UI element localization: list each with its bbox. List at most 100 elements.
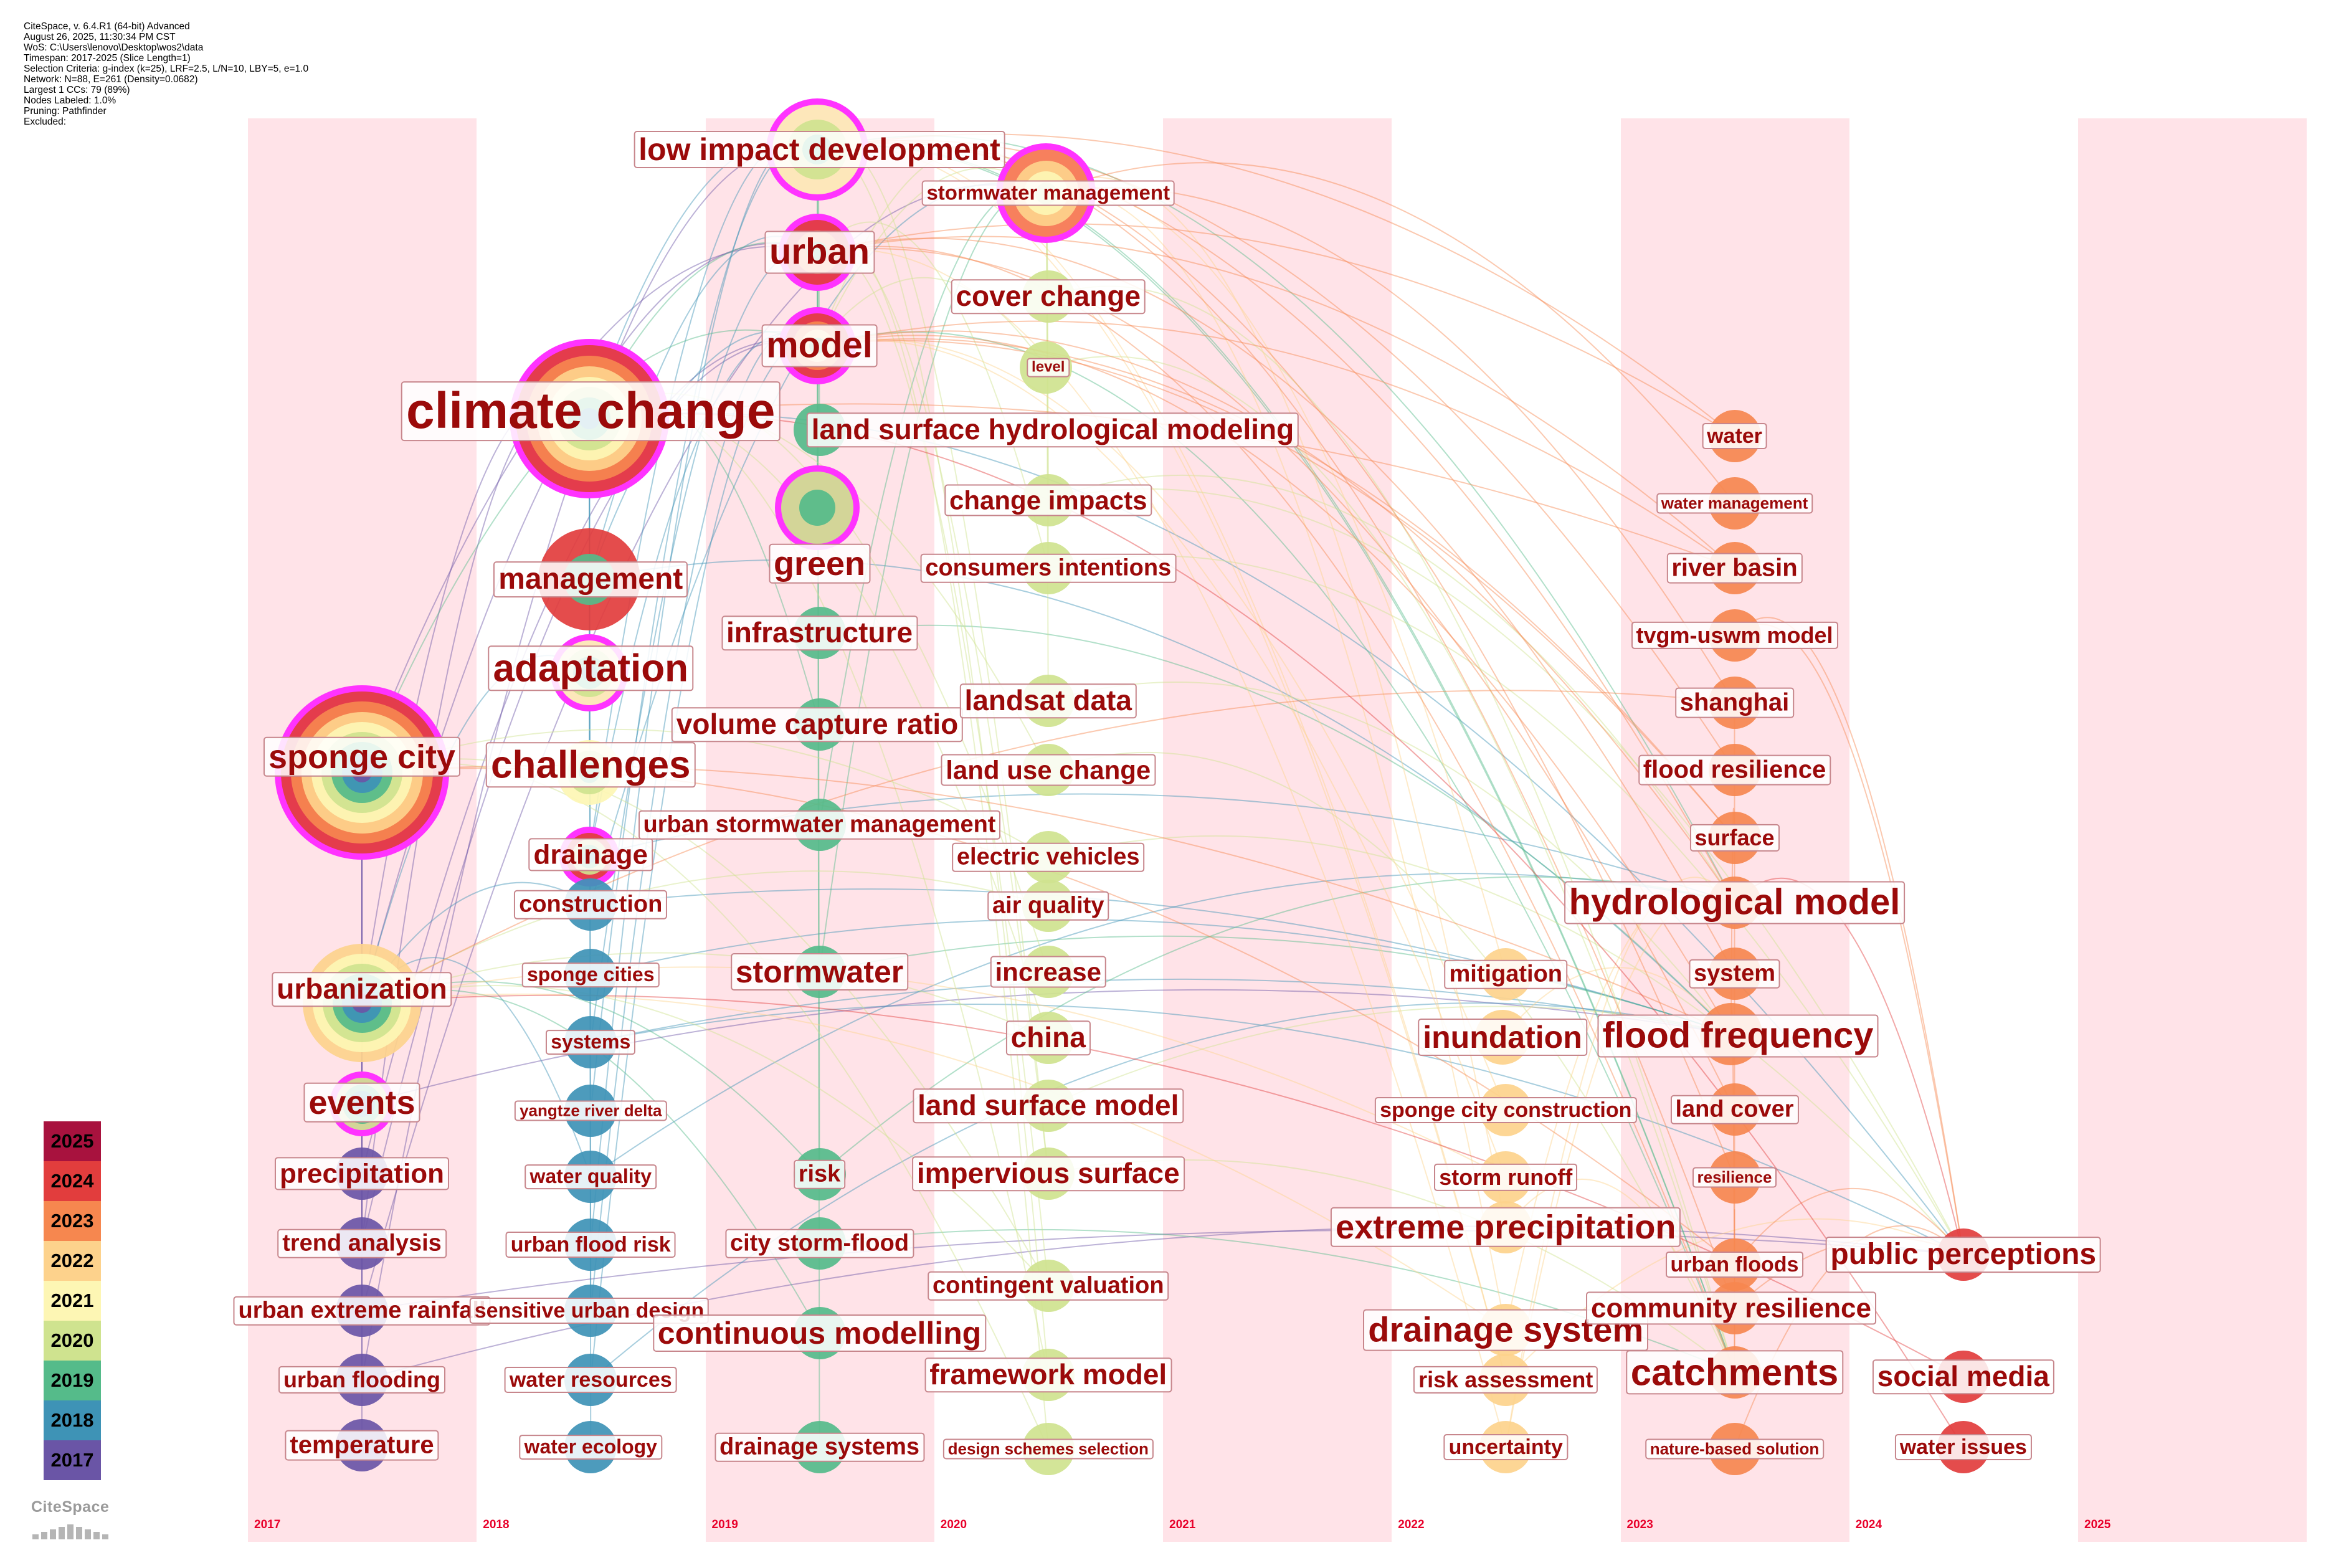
label-land-surface-model[interactable]: land surface model: [913, 1088, 1184, 1123]
label-urban[interactable]: urban: [764, 230, 875, 274]
label-water-management[interactable]: water management: [1656, 493, 1813, 514]
label-construction[interactable]: construction: [514, 890, 668, 919]
label-stormwater-management[interactable]: stormwater management: [921, 180, 1175, 206]
label-level[interactable]: level: [1027, 358, 1070, 378]
label-volume-capture-ratio[interactable]: volume capture ratio: [671, 707, 964, 742]
link: [1045, 176, 1507, 1228]
label-sponge-city[interactable]: sponge city: [263, 736, 461, 777]
label-hydrological-model[interactable]: hydrological model: [1564, 881, 1906, 924]
summary-line: Nodes Labeled: 1.0%: [24, 95, 116, 106]
summary-line: CiteSpace, v. 6.4.R1 (64-bit) Advanced: [24, 21, 190, 32]
label-precipitation[interactable]: precipitation: [274, 1157, 450, 1190]
link: [1734, 1187, 1964, 1265]
label-water-resources[interactable]: water resources: [504, 1366, 677, 1394]
label-urban-flood-risk[interactable]: urban flood risk: [505, 1231, 676, 1258]
legend-swatch-2022: 2022: [44, 1241, 101, 1281]
label-nature-based-solution[interactable]: nature-based solution: [1645, 1438, 1825, 1460]
label-stormwater[interactable]: stormwater: [730, 953, 909, 991]
label-air-quality[interactable]: air quality: [987, 891, 1109, 921]
label-temperature[interactable]: temperature: [285, 1430, 439, 1461]
label-social-media[interactable]: social media: [1872, 1359, 2054, 1394]
link: [817, 237, 1735, 974]
label-urban-extreme-rainfall[interactable]: urban extreme rainfall: [233, 1296, 491, 1326]
label-drainage-system[interactable]: drainage system: [1363, 1309, 1649, 1351]
label-uncertainty[interactable]: uncertainty: [1443, 1433, 1568, 1461]
label-climate-change[interactable]: climate change: [401, 381, 781, 441]
label-change-impacts[interactable]: change impacts: [944, 484, 1152, 516]
label-river-basin[interactable]: river basin: [1666, 553, 1803, 584]
node-green[interactable]: [775, 465, 860, 550]
label-system[interactable]: system: [1689, 959, 1780, 989]
label-resilience[interactable]: resilience: [1692, 1167, 1777, 1188]
label-land-use-change[interactable]: land use change: [941, 754, 1156, 786]
link: [1505, 877, 1735, 1448]
label-surface[interactable]: surface: [1689, 824, 1780, 852]
label-consumers-intentions[interactable]: consumers intentions: [920, 553, 1177, 583]
label-urban-stormwater-management[interactable]: urban stormwater management: [638, 810, 1001, 840]
label-storm-runoff[interactable]: storm runoff: [1434, 1163, 1578, 1192]
summary-line: Network: N=88, E=261 (Density=0.0682): [24, 74, 198, 85]
label-urban-floods[interactable]: urban floods: [1665, 1251, 1804, 1278]
label-systems[interactable]: systems: [546, 1030, 636, 1055]
label-sponge-city-construction[interactable]: sponge city construction: [1375, 1096, 1637, 1124]
label-green[interactable]: green: [768, 543, 871, 584]
label-catchments[interactable]: catchments: [1625, 1350, 1844, 1395]
year-label-2025: 2025: [2084, 1518, 2111, 1531]
label-china[interactable]: china: [1005, 1020, 1091, 1055]
label-water-ecology[interactable]: water ecology: [519, 1435, 662, 1460]
label-inundation[interactable]: inundation: [1418, 1019, 1587, 1056]
label-impervious-surface[interactable]: impervious surface: [911, 1156, 1185, 1191]
band-2021: [1163, 118, 1392, 1542]
legend-swatch-2023: 2023: [44, 1201, 101, 1241]
label-tvgm-uswm-model[interactable]: tvgm-uswm model: [1631, 621, 1838, 650]
label-increase[interactable]: increase: [990, 956, 1106, 988]
label-adaptation[interactable]: adaptation: [488, 645, 693, 691]
label-events[interactable]: events: [303, 1082, 420, 1123]
label-management[interactable]: management: [493, 561, 688, 597]
label-challenges[interactable]: challenges: [486, 742, 696, 788]
label-contingent-valuation[interactable]: contingent valuation: [927, 1271, 1169, 1301]
label-drainage[interactable]: drainage: [528, 838, 653, 872]
label-model[interactable]: model: [761, 324, 878, 368]
label-drainage-systems[interactable]: drainage systems: [714, 1432, 925, 1462]
label-community-resilience[interactable]: community resilience: [1586, 1291, 1876, 1325]
label-water[interactable]: water: [1702, 422, 1767, 450]
link: [589, 559, 1732, 1035]
link: [819, 876, 1735, 1175]
label-city-storm-flood[interactable]: city storm-flood: [724, 1228, 914, 1258]
label-low-impact-development[interactable]: low impact development: [634, 131, 1005, 168]
label-risk-assessment[interactable]: risk assessment: [1413, 1366, 1598, 1394]
label-extreme-precipitation[interactable]: extreme precipitation: [1331, 1207, 1681, 1248]
link: [817, 320, 1735, 569]
label-flood-frequency[interactable]: flood frequency: [1597, 1014, 1879, 1058]
link: [817, 143, 1735, 903]
link: [361, 1229, 1963, 1311]
label-land-cover[interactable]: land cover: [1670, 1095, 1799, 1124]
link: [361, 870, 1049, 1004]
label-sponge-cities[interactable]: sponge cities: [522, 962, 660, 987]
label-mitigation[interactable]: mitigation: [1444, 959, 1568, 989]
link: [817, 249, 1507, 1448]
label-urban-flooding[interactable]: urban flooding: [278, 1366, 445, 1394]
label-water-quality[interactable]: water quality: [525, 1164, 657, 1189]
label-public-perceptions[interactable]: public perceptions: [1825, 1237, 2102, 1273]
label-landsat-data[interactable]: landsat data: [959, 683, 1137, 718]
year-label-2017: 2017: [254, 1518, 281, 1531]
link: [817, 338, 1507, 1111]
link: [819, 935, 1732, 1035]
label-trend-analysis[interactable]: trend analysis: [277, 1228, 447, 1258]
label-cover-change[interactable]: cover change: [951, 279, 1146, 314]
label-risk[interactable]: risk: [793, 1159, 846, 1189]
label-urbanization[interactable]: urbanization: [272, 972, 452, 1007]
label-design-schemes-selection[interactable]: design schemes selection: [942, 1438, 1154, 1460]
label-continuous-modelling[interactable]: continuous modelling: [652, 1314, 987, 1352]
year-label-2024: 2024: [1855, 1518, 1882, 1531]
label-infrastructure[interactable]: infrastructure: [721, 615, 918, 650]
label-land-surface-hydrological-modeling[interactable]: land surface hydrological modeling: [806, 412, 1299, 447]
label-flood-resilience[interactable]: flood resilience: [1638, 754, 1831, 786]
label-yangtze-river-delta[interactable]: yangtze river delta: [515, 1100, 667, 1121]
label-electric-vehicles[interactable]: electric vehicles: [951, 842, 1145, 872]
label-framework-model[interactable]: framework model: [924, 1357, 1172, 1392]
label-shanghai[interactable]: shanghai: [1674, 687, 1795, 718]
label-water-issues[interactable]: water issues: [1894, 1433, 2032, 1461]
